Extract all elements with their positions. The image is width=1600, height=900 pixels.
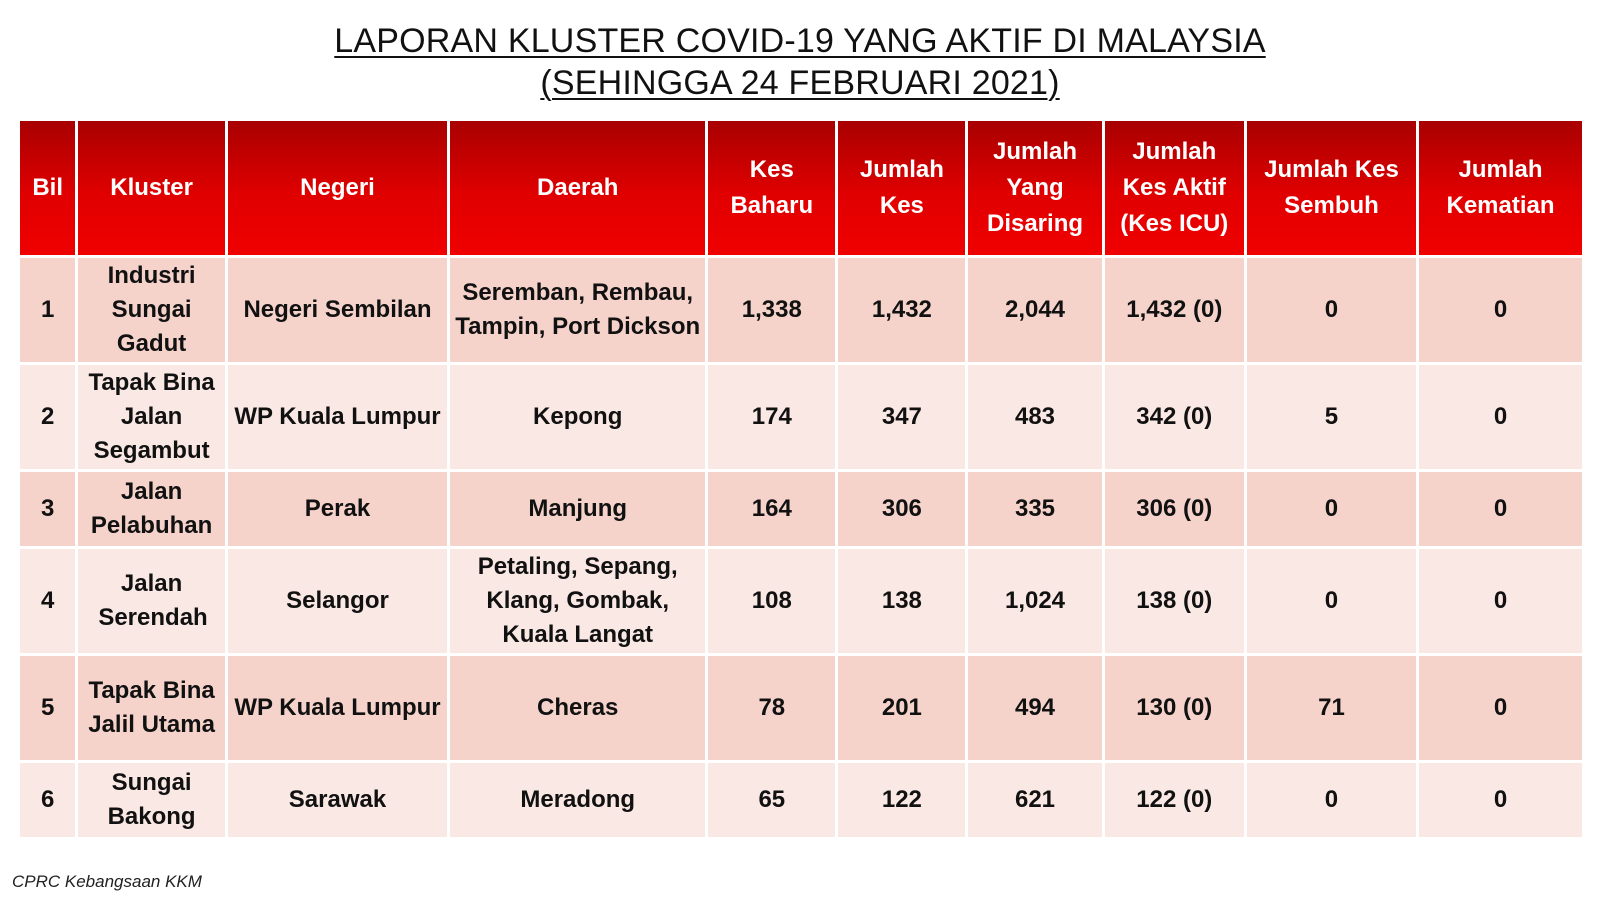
cell-negeri: Perak [227,472,448,546]
cell-jumlah-kes-aktif: 122 (0) [1104,763,1244,837]
header-daerah: Daerah [450,121,706,255]
table-row: 6 Sungai Bakong Sarawak Meradong 65 122 … [20,763,1582,837]
cell-kluster: Tapak Bina Jalan Segambut [78,365,225,469]
cell-bil: 3 [20,472,76,546]
cell-jumlah-kematian: 0 [1419,549,1582,653]
cell-kluster: Tapak Bina Jalil Utama [78,656,225,760]
cell-jumlah-kes: 1,432 [838,258,966,362]
cell-kes-baharu: 78 [708,656,836,760]
cell-jumlah-kematian: 0 [1419,763,1582,837]
header-jumlah-kes-aktif: Jumlah Kes Aktif (Kes ICU) [1104,121,1244,255]
cell-jumlah-kes-aktif: 130 (0) [1104,656,1244,760]
cell-jumlah-kematian: 0 [1419,656,1582,760]
cell-bil: 5 [20,656,76,760]
cell-jumlah-kes: 347 [838,365,966,469]
cell-daerah: Petaling, Sepang, Klang, Gombak, Kuala L… [450,549,706,653]
cell-jumlah-kes-aktif: 342 (0) [1104,365,1244,469]
header-jumlah-kematian: Jumlah Kematian [1419,121,1582,255]
cell-negeri: Sarawak [227,763,448,837]
cell-daerah: Meradong [450,763,706,837]
header-bil: Bil [20,121,76,255]
cell-negeri: WP Kuala Lumpur [227,365,448,469]
cell-jumlah-kematian: 0 [1419,365,1582,469]
table-row: 3 Jalan Pelabuhan Perak Manjung 164 306 … [20,472,1582,546]
cell-jumlah-kes-sembuh: 71 [1246,656,1417,760]
cell-kes-baharu: 1,338 [708,258,836,362]
cell-negeri: WP Kuala Lumpur [227,656,448,760]
cell-kluster: Sungai Bakong [78,763,225,837]
header-row: Bil Kluster Negeri Daerah Kes Baharu Jum… [20,121,1582,255]
cell-kluster: Industri Sungai Gadut [78,258,225,362]
header-jumlah-kes: Jumlah Kes [838,121,966,255]
title-line-2: (SEHINGGA 24 FEBRUARI 2021) [540,64,1060,102]
cell-jumlah-disaring: 483 [968,365,1102,469]
cell-jumlah-kes-aktif: 306 (0) [1104,472,1244,546]
cell-jumlah-kes-aktif: 1,432 (0) [1104,258,1244,362]
cell-jumlah-kes-sembuh: 0 [1246,549,1417,653]
table-row: 5 Tapak Bina Jalil Utama WP Kuala Lumpur… [20,656,1582,760]
cell-jumlah-kes: 138 [838,549,966,653]
cell-daerah: Cheras [450,656,706,760]
cell-jumlah-kes-sembuh: 5 [1246,365,1417,469]
cell-jumlah-kematian: 0 [1419,472,1582,546]
cell-jumlah-disaring: 621 [968,763,1102,837]
cell-jumlah-kematian: 0 [1419,258,1582,362]
cell-bil: 1 [20,258,76,362]
cell-jumlah-kes: 122 [838,763,966,837]
cell-jumlah-disaring: 1,024 [968,549,1102,653]
header-jumlah-disaring: Jumlah Yang Disaring [968,121,1102,255]
cell-kluster: Jalan Serendah [78,549,225,653]
cell-jumlah-kes: 201 [838,656,966,760]
table-row: 4 Jalan Serendah Selangor Petaling, Sepa… [20,549,1582,653]
cell-daerah: Manjung [450,472,706,546]
cell-jumlah-disaring: 2,044 [968,258,1102,362]
header-jumlah-kes-sembuh: Jumlah Kes Sembuh [1246,121,1417,255]
header-kluster: Kluster [78,121,225,255]
cell-kes-baharu: 174 [708,365,836,469]
title-line-1: LAPORAN KLUSTER COVID-19 YANG AKTIF DI M… [334,22,1266,60]
cell-jumlah-kes-sembuh: 0 [1246,258,1417,362]
cell-daerah: Kepong [450,365,706,469]
cell-kes-baharu: 65 [708,763,836,837]
cell-jumlah-kes-sembuh: 0 [1246,763,1417,837]
cell-kluster: Jalan Pelabuhan [78,472,225,546]
source-note: CPRC Kebangsaan KKM [12,872,202,891]
cell-negeri: Selangor [227,549,448,653]
cell-jumlah-kes-sembuh: 0 [1246,472,1417,546]
cell-kes-baharu: 108 [708,549,836,653]
cell-kes-baharu: 164 [708,472,836,546]
cell-jumlah-kes: 306 [838,472,966,546]
table-row: 1 Industri Sungai Gadut Negeri Sembilan … [20,258,1582,362]
cell-bil: 6 [20,763,76,837]
cell-bil: 4 [20,549,76,653]
cell-negeri: Negeri Sembilan [227,258,448,362]
cluster-table: Bil Kluster Negeri Daerah Kes Baharu Jum… [17,118,1585,840]
header-negeri: Negeri [227,121,448,255]
cell-bil: 2 [20,365,76,469]
cell-jumlah-kes-aktif: 138 (0) [1104,549,1244,653]
cell-jumlah-disaring: 335 [968,472,1102,546]
table-row: 2 Tapak Bina Jalan Segambut WP Kuala Lum… [20,365,1582,469]
report-title: LAPORAN KLUSTER COVID-19 YANG AKTIF DI M… [0,20,1600,104]
cell-daerah: Seremban, Rembau, Tampin, Port Dickson [450,258,706,362]
header-kes-baharu: Kes Baharu [708,121,836,255]
cell-jumlah-disaring: 494 [968,656,1102,760]
